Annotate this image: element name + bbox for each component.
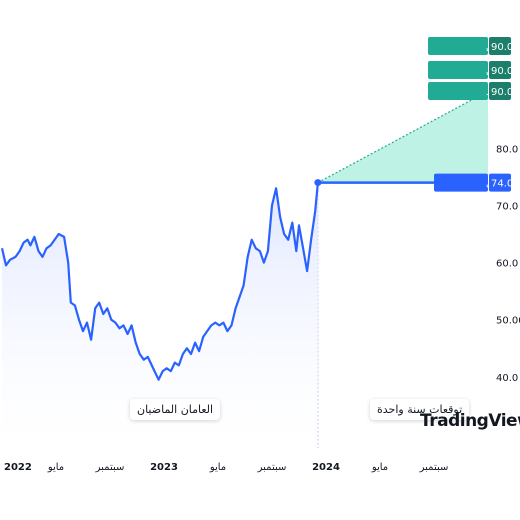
x-tick-label: سبتمبر: [419, 462, 449, 473]
target-tag-label-bg: [428, 37, 488, 55]
current-price-tag: الاشتراك الحالي74.0: [434, 173, 520, 192]
current-price-value: 74.0: [491, 179, 513, 190]
past-period-label: العامان الماضيان: [130, 399, 221, 420]
target-tag-label-bg: [428, 82, 488, 100]
target-tag-0: +21.62% أدنى90.0: [428, 37, 520, 55]
price-history-area: [2, 182, 318, 448]
forecast-average-line: [317, 90, 489, 184]
y-tick-label: 70.0: [496, 201, 518, 212]
forecast-period-label: توقعات سنة واحدة: [370, 399, 470, 420]
target-tag-value-bg: [489, 37, 511, 55]
x-tick-label: 2022: [4, 462, 32, 473]
x-tick-label: سبتمبر: [95, 462, 125, 473]
y-tick-label: 80.0: [496, 144, 518, 155]
current-price-value-bg: [489, 173, 511, 192]
target-tag-1: +21.62% أقصى90.0: [428, 61, 520, 79]
current-price-label-bg: [434, 173, 488, 192]
target-tag-2: +21.62% متوسط90.0: [428, 82, 520, 100]
x-tick-label: مايو: [47, 462, 64, 473]
x-tick-label: 2023: [150, 462, 178, 473]
current-price-point: [314, 179, 322, 187]
target-tag-value-bg: [489, 82, 511, 100]
x-tick-label: مايو: [371, 462, 388, 473]
target-tag-label-bg: [428, 61, 488, 79]
x-tick-label: مايو: [209, 462, 226, 473]
price-history-line: [0, 182, 319, 381]
tradingview-logo: TradingView: [420, 411, 520, 431]
y-tick-label: 40.0: [496, 373, 518, 384]
y-tick-label: 50.00: [496, 316, 520, 327]
target-tag-value-bg: [489, 61, 511, 79]
target-tag-value: 90.0: [491, 87, 513, 98]
y-tick-label: 60.0: [496, 259, 518, 270]
target-tag-value: 90.0: [491, 66, 513, 77]
target-tag-value: 90.0: [491, 42, 513, 53]
x-tick-label: 2024: [312, 462, 340, 473]
x-tick-label: سبتمبر: [257, 462, 287, 473]
